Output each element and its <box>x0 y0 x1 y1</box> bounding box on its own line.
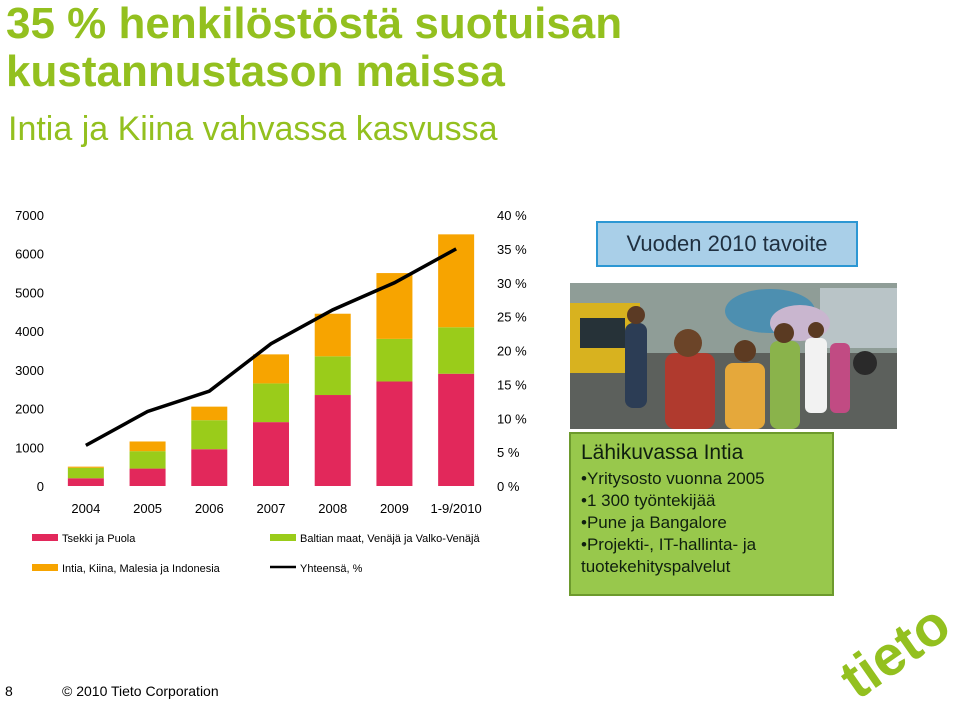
legend-label: Yhteensä, % <box>300 563 363 575</box>
personnel-chart: 0 1000 2000 3000 4000 5000 6000 7000 0 % 5 % 10 % 1… <box>15 208 527 575</box>
bar-segment <box>376 338 413 382</box>
y-left-tick-label: 7000 <box>15 208 44 223</box>
legend-label: Tsekki ja Puola <box>62 533 136 545</box>
page-number: 8 <box>5 683 13 699</box>
x-tick-label: 2009 <box>380 501 409 516</box>
y-right-tick-label: 15 % <box>497 377 527 392</box>
legend-swatch <box>270 534 296 541</box>
tieto-logo: tieto <box>835 591 955 700</box>
legend-swatch <box>32 564 58 571</box>
y-right-tick-label: 20 % <box>497 344 527 359</box>
y-left-tick-label: 3000 <box>15 363 44 378</box>
y-left-tick-label: 2000 <box>15 402 44 417</box>
bar-segment <box>67 466 104 468</box>
info-item: Pune ja Bangalore <box>581 512 822 534</box>
legend-swatch <box>32 534 58 541</box>
y-right-tick-label: 40 % <box>497 208 527 223</box>
y-right-tick-label: 5 % <box>497 445 520 460</box>
info-title: Lähikuvassa Intia <box>581 441 744 464</box>
x-tick-label: 2004 <box>71 501 100 516</box>
x-tick-label: 2007 <box>257 501 286 516</box>
y-left-tick-label: 6000 <box>15 247 44 262</box>
india-street-photo <box>570 283 897 429</box>
logo-wordmark: tieto <box>835 591 955 700</box>
y-left-tick-label: 0 <box>37 479 44 494</box>
legend-label: Baltian maat, Venäjä ja Valko-Venäjä <box>300 533 480 545</box>
y-left-tick-label: 4000 <box>15 324 44 339</box>
bar-segment <box>314 313 351 357</box>
bar-segment <box>438 234 475 328</box>
total-percent-line <box>85 247 457 447</box>
info-item: 1 300 työntekijää <box>581 490 822 512</box>
info-item: Yritysosto vuonna 2005 <box>581 468 822 490</box>
bar-segment <box>253 422 289 486</box>
y-right-tick-label: 25 % <box>497 310 527 325</box>
y-right-tick-label: 10 % <box>497 411 527 426</box>
india-info-box: Lähikuvassa Intia Yritysosto vuonna 2005… <box>569 432 834 596</box>
bar-segment <box>191 406 228 421</box>
bar-segment <box>376 381 413 486</box>
x-tick-label: 2008 <box>318 501 347 516</box>
bar-segment <box>191 420 228 450</box>
bar-segment <box>314 356 351 396</box>
x-tick-label: 1-9/2010 <box>430 501 481 516</box>
bar-segment <box>129 468 166 486</box>
x-tick-label: 2006 <box>195 501 224 516</box>
y-left-tick-label: 5000 <box>15 285 44 300</box>
bar-segment <box>438 373 475 486</box>
x-tick-label: 2005 <box>133 501 162 516</box>
bar-segment <box>129 441 166 452</box>
copyright: © 2010 Tieto Corporation <box>62 683 219 699</box>
y-left-tick-label: 1000 <box>15 440 44 455</box>
y-right-tick-label: 0 % <box>497 479 520 494</box>
bar-segment <box>314 395 351 486</box>
info-list: Yritysosto vuonna 2005 1 300 työntekijää… <box>581 468 822 578</box>
slide-title: 35 % henkilöstöstä suotuisan kustannusta… <box>6 0 623 96</box>
slide-subtitle: Intia ja Kiina vahvassa kasvussa <box>8 110 498 148</box>
bar-segment <box>67 467 104 479</box>
y-right-tick-label: 30 % <box>497 276 527 291</box>
y-right-tick-label: 35 % <box>497 242 527 257</box>
bar-segment <box>253 383 289 423</box>
bar-segment <box>129 451 166 469</box>
bar-segment <box>253 354 289 384</box>
info-item: Projekti-, IT-hallinta- ja tuotekehitysp… <box>581 534 822 578</box>
goal-label-box: Vuoden 2010 tavoite <box>596 221 858 267</box>
bar-segment <box>67 478 104 486</box>
bar-segment <box>438 327 475 374</box>
legend-label: Intia, Kiina, Malesia ja Indonesia <box>62 563 221 575</box>
bar-segment <box>191 449 228 486</box>
